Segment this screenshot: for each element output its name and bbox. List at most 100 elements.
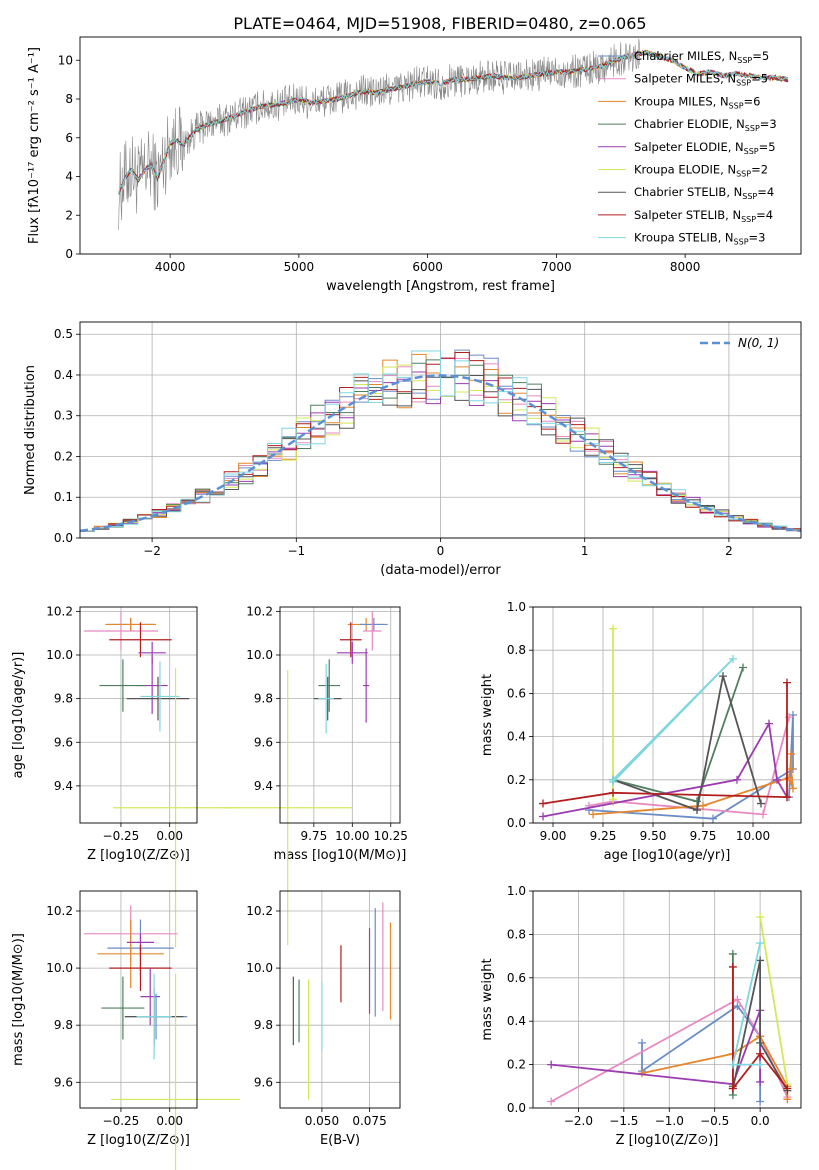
weight-marker [787,749,795,758]
x-tick-label: 9.75 [690,829,717,843]
x-tick-label: 0 [437,544,445,558]
normal-distribution-curve [80,374,801,533]
weight-series-line [612,675,762,812]
y-tick-label: 10.0 [246,648,273,662]
axes-frame [79,890,198,1109]
spectrum-legend: Chabrier MILES, NSSP=5 Salpeter MILES, NS… [598,49,777,247]
y-axis-label: mass [log10(M/M⊙)] [11,933,26,1066]
y-tick-label: 0.4 [507,1014,526,1028]
y-axis-label: Flux [fλ10⁻¹⁷ erg cm⁻² s⁻¹ A⁻¹] [27,47,42,244]
y-tick-label: 10 [58,53,73,67]
y-tick-label: 1.0 [507,600,526,614]
y-tick-label: 0.6 [507,971,526,985]
weight-marker [756,1038,765,1047]
x-axis-label: wavelength [Angstrom, rest frame] [326,279,555,294]
y-tick-label: 0.0 [54,531,73,545]
y-tick-label: 10.2 [246,604,273,618]
weight-marker [728,962,737,971]
legend-label: Chabrier STELIB, NSSP=4 [634,185,774,201]
weight-series-line [732,960,789,1092]
y-tick-label: 10.2 [46,604,73,618]
mass-vs-metallicity-panel: −0.25 0.00 9.6 9.8 10.0 10.2 Z [log10(Z/Z⊙)] ma… [11,890,240,1170]
weight-marker [693,806,701,815]
legend-label: Salpeter ELODIE, NSSP=5 [634,140,776,156]
weight-marker [609,777,617,786]
x-tick-label: 6000 [412,260,443,274]
weight-series-line [612,667,744,803]
x-axis-label: Z [log10(Z/Z⊙)] [87,1133,190,1148]
weight-series-line [759,916,789,1085]
x-tick-label: 0.00 [156,829,183,843]
histogram-plot-area [80,349,801,533]
x-tick-label: 5000 [284,260,315,274]
x-tick-label: 1 [581,544,589,558]
weight-marker [787,765,795,773]
weight-series-line [588,716,790,816]
x-axis-label: Z [log10(Z/Z⊙)] [616,1133,719,1148]
spectrum-panel: 4000 5000 6000 7000 8000 0 2 4 6 8 10 wavelength [A… [27,36,802,294]
x-tick-label: −2.0 [564,1114,593,1128]
x-tick-label: 9.25 [590,829,617,843]
legend-label: Salpeter STELIB, NSSP=4 [634,208,773,224]
x-tick-label: −0.5 [700,1114,729,1128]
residual-histogram-panel: −2 −1 0 1 2 0.0 0.1 0.2 0.3 0.4 0.5 (data-model)/er… [23,321,802,578]
y-tick-label: 10.2 [246,904,273,918]
weight-marker [699,801,707,810]
weight-marker [773,775,781,784]
y-tick-label: 4 [65,170,73,184]
weight-vs-age-panel: 9.00 9.25 9.50 9.75 10.00 0.0 0.2 0.4 0.6 0.8 1.0 a… [480,600,802,863]
x-tick-label: 9.00 [540,829,567,843]
y-axis-label: mass weight [480,674,495,756]
axes-frame [279,890,401,1109]
spectrum-plot-area [118,38,789,231]
y-axis-label: Normed distribution [23,365,38,495]
y-tick-label: 9.4 [54,779,73,793]
legend-label: Kroupa MILES, NSSP=6 [634,94,760,110]
age-vs-mass-panel: 9.75 10.00 10.25 9.4 9.6 9.8 10.0 10.2 mass [log… [223,604,408,946]
y-tick-label: 0.8 [507,927,526,941]
weight-marker [765,719,773,728]
legend-label: Chabrier MILES, NSSP=5 [634,49,769,65]
y-tick-label: 9.8 [254,1018,273,1032]
weight-marker [756,913,765,922]
weight-marker [733,995,742,1004]
figure-title: PLATE=0464, MJD=51908, FIBERID=0480, z=0… [233,14,646,33]
x-tick-label: 7000 [541,260,572,274]
weight-marker [709,814,717,823]
weight-marker [756,1077,765,1086]
weight-marker [539,799,547,808]
x-axis-label: E(B-V) [320,1133,360,1148]
x-axis-label: mass [log10(M/M⊙)] [274,848,407,863]
y-tick-label: 10.0 [46,648,73,662]
weight-marker [728,1060,737,1069]
x-tick-label: −0.25 [103,829,140,843]
legend-label: Kroupa STELIB, NSSP=3 [634,231,765,247]
y-tick-label: 10.0 [246,961,273,975]
weight-marker [739,663,747,672]
x-tick-label: 0.050 [305,1114,339,1128]
y-tick-label: 10.0 [46,961,73,975]
y-tick-label: 0.2 [507,773,526,787]
y-tick-label: 0.2 [507,1058,526,1072]
x-tick-label: 10.25 [374,829,408,843]
y-tick-label: 10.2 [46,904,73,918]
mass-vs-extinction-panel: 0.050 0.075 9.6 9.8 10.0 10.2 E(B-V) [246,890,401,1148]
legend-label: N(0, 1) [738,336,779,350]
legend-label: Salpeter MILES, NSSP=5 [634,72,768,88]
x-tick-label: −0.25 [103,1114,140,1128]
y-tick-label: 9.8 [254,692,273,706]
axes-frame [79,606,198,824]
y-tick-label: 0.6 [507,686,526,700]
x-tick-label: 0.00 [156,1114,183,1128]
x-tick-label: −1.5 [609,1114,638,1128]
y-axis-label: age [log10(age/yr)] [11,652,26,779]
y-tick-label: 1.0 [507,884,526,898]
x-tick-label: 9.75 [300,829,327,843]
x-tick-label: 9.50 [640,829,667,843]
observed-spectrum-line [118,38,641,231]
x-tick-label: 10.00 [335,829,369,843]
y-tick-label: 9.6 [54,1075,73,1089]
y-tick-label: 9.4 [254,779,273,793]
y-tick-label: 9.8 [54,1018,73,1032]
x-tick-label: 8000 [670,260,701,274]
